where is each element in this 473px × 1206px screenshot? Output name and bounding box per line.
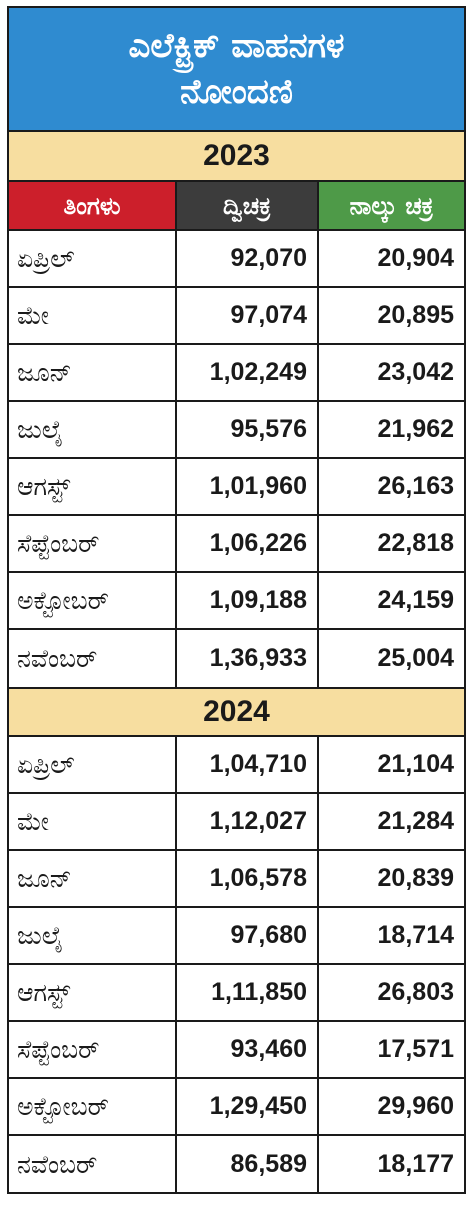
four-wheeler-cell: 25,004 <box>317 630 464 687</box>
two-wheeler-cell: 1,36,933 <box>175 630 317 687</box>
two-wheeler-cell: 93,460 <box>175 1022 317 1077</box>
table-row: ನವೆಂಬರ್ 1,36,933 25,004 <box>9 630 464 687</box>
month-column-header: ತಿಂಗಳು <box>9 182 175 229</box>
year-header-2023: 2023 <box>9 132 464 182</box>
two-wheeler-cell: 97,680 <box>175 908 317 963</box>
month-cell: ಆಗಸ್ಟ್ <box>17 977 71 1007</box>
four-wheeler-cell: 18,714 <box>317 908 464 963</box>
four-wheeler-cell: 23,042 <box>317 345 464 400</box>
table-row: ಏಪ್ರಿಲ್ 1,04,710 21,104 <box>9 737 464 794</box>
table-row: ಜುಲೈ 97,680 18,714 <box>9 908 464 965</box>
four-wheeler-cell: 24,159 <box>317 573 464 628</box>
four-wheeler-cell: 26,803 <box>317 965 464 1020</box>
four-wheeler-cell: 21,104 <box>317 737 464 792</box>
table-row: ಆಗಸ್ಟ್ 1,11,850 26,803 <box>9 965 464 1022</box>
table-title: ಎಲೆಕ್ಟ್ರಿಕ್ ವಾಹನಗಳ ನೋಂದಣಿ <box>9 8 464 132</box>
table-row: ಮೇ 97,074 20,895 <box>9 288 464 345</box>
two-wheeler-cell: 1,09,188 <box>175 573 317 628</box>
title-line-2: ನೋಂದಣಿ <box>180 72 293 112</box>
month-cell: ನವೆಂಬರ್ <box>17 1149 98 1179</box>
table-row: ಸೆಪ್ಟೆಂಬರ್ 1,06,226 22,818 <box>9 516 464 573</box>
two-wheeler-cell: 1,01,960 <box>175 459 317 514</box>
table-row: ಅಕ್ಟೋಬರ್ 1,09,188 24,159 <box>9 573 464 630</box>
month-cell: ನವೆಂಬರ್ <box>17 643 98 673</box>
four-wheeler-cell: 20,895 <box>317 288 464 343</box>
four-wheeler-cell: 21,284 <box>317 794 464 849</box>
table-row: ಮೇ 1,12,027 21,284 <box>9 794 464 851</box>
four-wheeler-cell: 20,839 <box>317 851 464 906</box>
two-wheeler-cell: 1,04,710 <box>175 737 317 792</box>
four-wheeler-cell: 22,818 <box>317 516 464 571</box>
table-row: ಸೆಪ್ಟೆಂಬರ್ 93,460 17,571 <box>9 1022 464 1079</box>
two-wheeler-column-header: ದ್ವಿಚಕ್ರ <box>175 182 317 229</box>
table-row: ಏಪ್ರಿಲ್ 92,070 20,904 <box>9 231 464 288</box>
four-wheeler-cell: 18,177 <box>317 1136 464 1192</box>
two-wheeler-cell: 1,12,027 <box>175 794 317 849</box>
section-2024-rows: ಏಪ್ರಿಲ್ 1,04,710 21,104 ಮೇ 1,12,027 21,2… <box>9 737 464 1192</box>
column-header-row: ತಿಂಗಳು ದ್ವಿಚಕ್ರ ನಾಲ್ಕು ಚಕ್ರ <box>9 182 464 231</box>
two-wheeler-cell: 1,06,226 <box>175 516 317 571</box>
month-cell: ಅಕ್ಟೋಬರ್ <box>17 585 109 615</box>
table-row: ಜುಲೈ 95,576 21,962 <box>9 402 464 459</box>
two-wheeler-cell: 97,074 <box>175 288 317 343</box>
month-cell: ಜುಲೈ <box>17 920 64 950</box>
four-wheeler-cell: 21,962 <box>317 402 464 457</box>
four-wheeler-cell: 26,163 <box>317 459 464 514</box>
month-cell: ಮೇ <box>17 300 49 330</box>
month-cell: ಜೂನ್ <box>17 357 72 387</box>
section-2023-rows: ಏಪ್ರಿಲ್ 92,070 20,904 ಮೇ 97,074 20,895 ಜ… <box>9 231 464 687</box>
four-wheeler-cell: 20,904 <box>317 231 464 286</box>
four-wheeler-column-header: ನಾಲ್ಕು ಚಕ್ರ <box>317 182 464 229</box>
two-wheeler-cell: 1,06,578 <box>175 851 317 906</box>
table-row: ಆಗಸ್ಟ್ 1,01,960 26,163 <box>9 459 464 516</box>
table-row: ಅಕ್ಟೋಬರ್ 1,29,450 29,960 <box>9 1079 464 1136</box>
two-wheeler-cell: 1,29,450 <box>175 1079 317 1134</box>
two-wheeler-cell: 86,589 <box>175 1136 317 1192</box>
month-cell: ಸೆಪ್ಟೆಂಬರ್ <box>17 528 100 558</box>
two-wheeler-cell: 95,576 <box>175 402 317 457</box>
table-row: ನವೆಂಬರ್ 86,589 18,177 <box>9 1136 464 1192</box>
two-wheeler-cell: 92,070 <box>175 231 317 286</box>
month-cell: ಮೇ <box>17 806 49 836</box>
month-cell: ಸೆಪ್ಟೆಂಬರ್ <box>17 1034 100 1064</box>
month-cell: ಜುಲೈ <box>17 414 64 444</box>
four-wheeler-cell: 29,960 <box>317 1079 464 1134</box>
ev-registration-table: ಎಲೆಕ್ಟ್ರಿಕ್ ವಾಹನಗಳ ನೋಂದಣಿ 2023 ತಿಂಗಳು ದ್… <box>7 6 466 1194</box>
month-cell: ಜೂನ್ <box>17 863 72 893</box>
table-row: ಜೂನ್ 1,02,249 23,042 <box>9 345 464 402</box>
month-cell: ಏಪ್ರಿಲ್ <box>17 749 75 779</box>
year-header-2024: 2024 <box>9 687 464 737</box>
two-wheeler-cell: 1,11,850 <box>175 965 317 1020</box>
month-cell: ಆಗಸ್ಟ್ <box>17 471 71 501</box>
four-wheeler-cell: 17,571 <box>317 1022 464 1077</box>
month-cell: ಅಕ್ಟೋಬರ್ <box>17 1091 109 1121</box>
month-cell: ಏಪ್ರಿಲ್ <box>17 243 75 273</box>
two-wheeler-cell: 1,02,249 <box>175 345 317 400</box>
title-line-1: ಎಲೆಕ್ಟ್ರಿಕ್ ವಾಹನಗಳ <box>128 26 345 66</box>
table-row: ಜೂನ್ 1,06,578 20,839 <box>9 851 464 908</box>
